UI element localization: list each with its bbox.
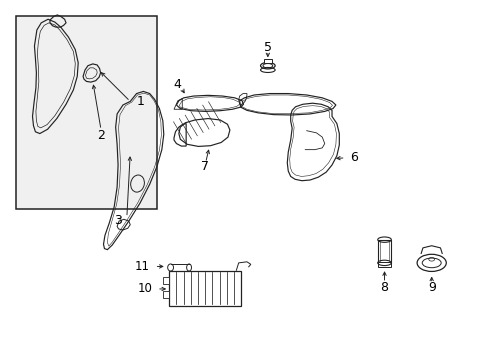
Text: 9: 9 xyxy=(427,282,435,294)
Text: 2: 2 xyxy=(97,129,105,142)
Bar xyxy=(163,277,169,284)
Text: 8: 8 xyxy=(380,281,388,294)
Text: 1: 1 xyxy=(136,95,144,108)
Bar xyxy=(264,59,271,63)
Bar xyxy=(169,271,241,306)
Text: 7: 7 xyxy=(200,160,208,173)
Bar xyxy=(377,262,390,267)
Bar xyxy=(16,16,157,208)
Text: 3: 3 xyxy=(114,213,122,226)
Text: 6: 6 xyxy=(350,151,358,165)
Text: 4: 4 xyxy=(173,78,181,91)
Bar xyxy=(377,240,390,263)
Text: 5: 5 xyxy=(264,41,271,54)
Bar xyxy=(163,292,169,298)
Text: 11: 11 xyxy=(134,260,149,273)
Text: 10: 10 xyxy=(137,283,152,296)
